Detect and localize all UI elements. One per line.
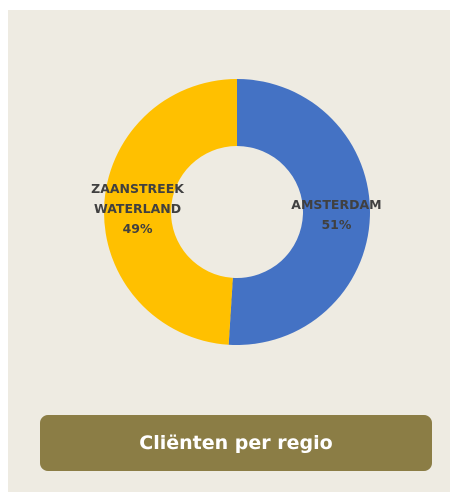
slice-category-label: ZAANSTREEK WATERLAND: [91, 180, 184, 216]
donut-slice: [104, 79, 238, 345]
slice-value-label: 51%: [321, 217, 352, 233]
slice-category-label: AMSTERDAM: [291, 197, 382, 213]
slice-value-label: 49%: [122, 220, 153, 236]
donut-slice: [228, 79, 371, 345]
chart-title: Cliënten per regio: [40, 415, 432, 471]
